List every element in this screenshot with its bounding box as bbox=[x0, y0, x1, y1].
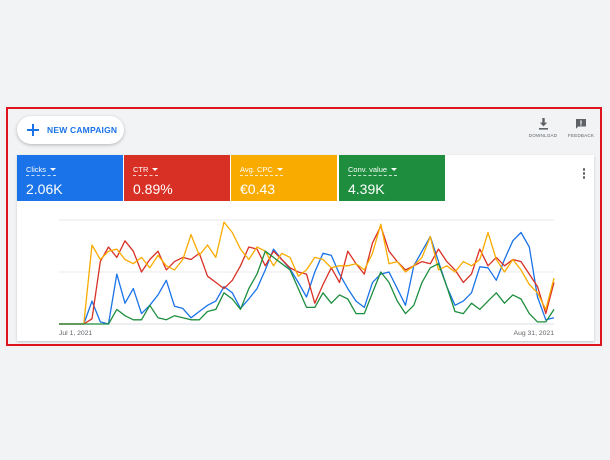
metric-avg-cpc-name: Avg. CPC bbox=[240, 165, 273, 174]
feedback-label: FEEDBACK bbox=[567, 133, 595, 138]
download-label: DOWNLOAD bbox=[528, 133, 558, 138]
x-tick-start: Jul 1, 2021 bbox=[59, 330, 92, 337]
metric-ctr-value: 0.89% bbox=[133, 181, 173, 197]
download-icon bbox=[538, 118, 548, 130]
performance-card: Clicks 2.06K CTR 0.89% Avg. CPC €0.43 Co… bbox=[17, 155, 594, 341]
metric-avg-cpc-selector[interactable]: Avg. CPC bbox=[240, 165, 283, 176]
metric-avg-cpc[interactable]: Avg. CPC €0.43 bbox=[231, 155, 337, 201]
metric-ctr[interactable]: CTR 0.89% bbox=[124, 155, 230, 201]
metric-clicks-name: Clicks bbox=[26, 165, 46, 174]
metric-ctr-selector[interactable]: CTR bbox=[133, 165, 159, 176]
feedback-icon bbox=[576, 119, 586, 129]
more-options-button[interactable] bbox=[579, 167, 589, 183]
metric-conv-value-value: 4.39K bbox=[348, 181, 385, 197]
performance-chart: Jul 1, 2021 Aug 31, 2021 bbox=[59, 219, 555, 337]
chart-series-line-3 bbox=[59, 250, 555, 325]
metric-avg-cpc-value: €0.43 bbox=[240, 181, 276, 197]
caret-down-icon bbox=[152, 168, 159, 171]
caret-down-icon bbox=[391, 168, 398, 171]
metric-conv-value[interactable]: Conv. value 4.39K bbox=[339, 155, 445, 201]
new-campaign-button[interactable]: NEW CAMPAIGN bbox=[17, 116, 124, 144]
metric-clicks-value: 2.06K bbox=[26, 181, 63, 197]
caret-down-icon bbox=[276, 168, 283, 171]
metric-clicks-selector[interactable]: Clicks bbox=[26, 165, 56, 176]
download-button[interactable]: DOWNLOAD bbox=[526, 118, 560, 138]
chart-series-line-2 bbox=[59, 221, 555, 325]
metric-conv-value-selector[interactable]: Conv. value bbox=[348, 165, 398, 176]
new-campaign-label: NEW CAMPAIGN bbox=[47, 125, 118, 135]
plus-icon bbox=[27, 124, 39, 136]
x-tick-end: Aug 31, 2021 bbox=[514, 330, 555, 337]
feedback-button[interactable]: FEEDBACK bbox=[564, 118, 598, 138]
selection-frame bbox=[6, 107, 602, 346]
more-vert-icon bbox=[579, 168, 589, 179]
caret-down-icon bbox=[50, 168, 56, 171]
metric-conv-value-name: Conv. value bbox=[348, 165, 388, 174]
chart-series-line-0 bbox=[59, 231, 555, 325]
chart-series-line-1 bbox=[59, 225, 555, 325]
metric-ctr-name: CTR bbox=[133, 165, 149, 174]
metric-clicks[interactable]: Clicks 2.06K bbox=[17, 155, 123, 201]
